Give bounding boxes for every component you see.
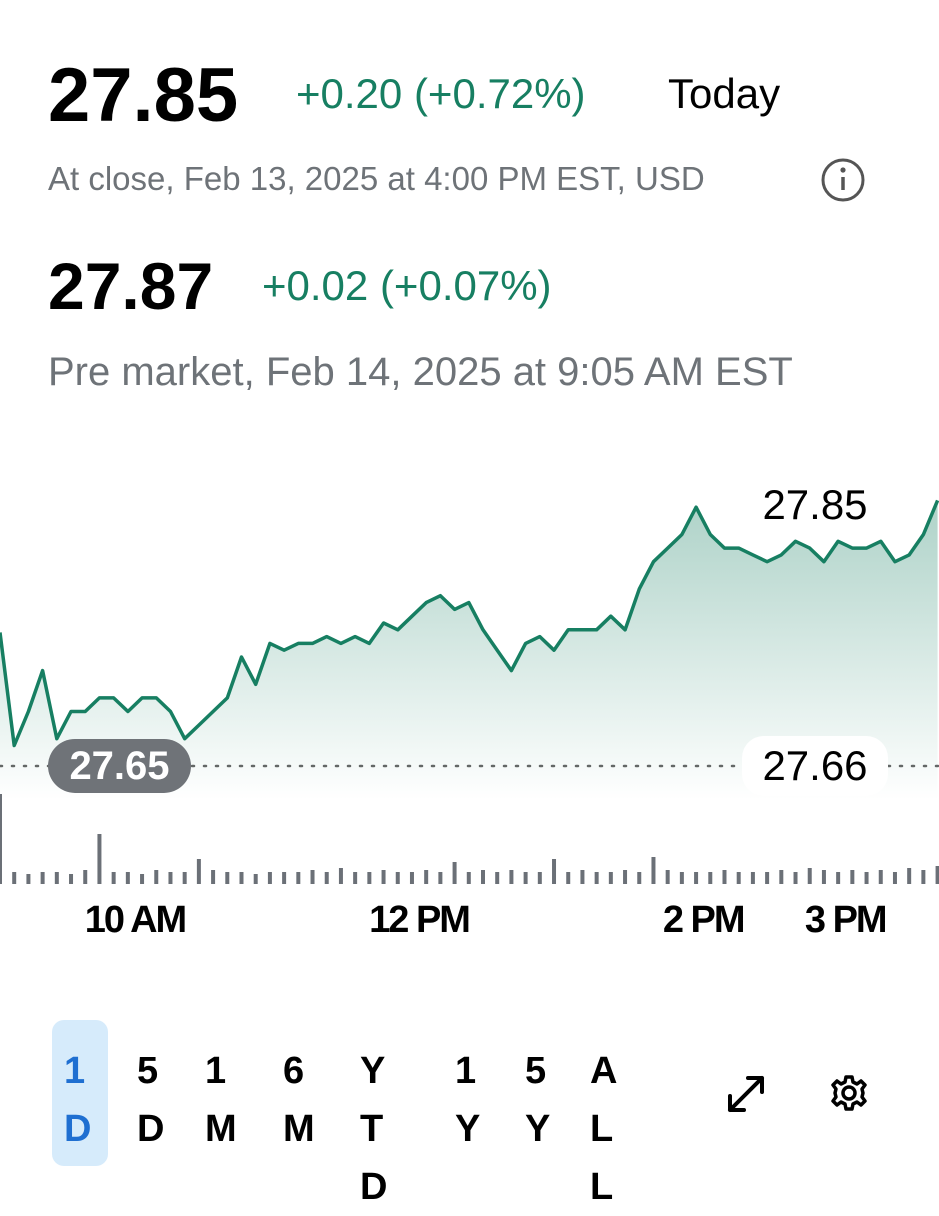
range-option[interactable]: ALL [590,1050,618,1208]
volume-bar [736,872,741,884]
x-tick-label: 2 PM [663,899,744,941]
volume-bar [694,872,699,884]
x-tick-label: 12 PM [369,899,469,941]
volume-bar [594,872,599,884]
volume-bar [836,872,841,884]
range-option[interactable]: 1Y [455,1050,481,1150]
volume-bar [211,870,216,884]
x-tick-label: 10 AM [85,899,186,941]
range-option[interactable]: 5D [137,1050,165,1150]
volume-bar [296,872,301,884]
volume-bar [608,872,613,884]
previous-close-label-bg [742,735,888,796]
x-tick-label: 3 PM [805,899,886,941]
low-label-bg [48,738,191,793]
volume-bar [523,872,528,884]
volume-bar [651,857,656,884]
volume-bar [679,872,684,884]
volume-bar [196,859,201,884]
volume-bar [864,872,869,884]
volume-bar [921,870,926,884]
volume-bar [409,872,414,884]
volume-bar [239,872,244,884]
volume-bar [140,874,145,884]
volume-bar [367,872,372,884]
volume-bar [907,868,912,884]
volume-bar [537,872,542,884]
range-option[interactable]: 1M [205,1050,237,1150]
range-option[interactable]: 5Y [525,1050,551,1150]
volume-bar [310,870,315,884]
pre-market-price: 27.87 [48,249,214,323]
volume-bar [821,870,826,884]
volume-bar [793,872,798,884]
pre-market-change: +0.02 (+0.07%) [262,262,552,309]
volume-bar [438,872,443,884]
volume-bar [12,872,17,884]
volume-bar [424,870,429,884]
volume-bar [253,874,258,884]
volume-bar [552,859,557,884]
volume-bar [26,874,31,884]
volume-bar [722,870,727,884]
volume-bar [708,872,713,884]
volume-bar [480,870,485,884]
volume-bar [637,872,642,884]
volume-bar [395,872,400,884]
high-label: 27.85 [762,481,867,528]
volume-bar [495,872,500,884]
close-status: At close, Feb 13, 2025 at 4:00 PM EST, U… [48,160,705,197]
previous-close-label: 27.66 [762,742,867,789]
pre-market-status: Pre market, Feb 14, 2025 at 9:05 AM EST [48,350,793,394]
volume-bar [623,870,628,884]
low-label: 27.65 [69,744,169,788]
volume-bar [69,874,74,884]
volume-bar [125,872,130,884]
volume-bar [168,872,173,884]
volume-bar [353,872,358,884]
range-option[interactable]: 6M [283,1050,315,1150]
settings-icon[interactable] [826,1070,872,1116]
volume-bar [765,872,770,884]
period: Today [668,70,781,117]
volume-bar [54,872,59,884]
expand-icon[interactable] [722,1070,770,1118]
area-fill [0,500,938,800]
volume-bar [935,866,939,884]
volume-bar [154,870,159,884]
volume-bar [878,870,883,884]
volume-bar [850,870,855,884]
volume-bar [338,868,343,884]
volume-bar [83,870,88,884]
volume-bar [225,872,230,884]
volume-bar [566,872,571,884]
volume-bar [665,870,670,884]
volume-bar [807,868,812,884]
volume-bar [267,872,272,884]
volume-bar [97,834,102,884]
volume-bar [40,872,45,884]
range-option[interactable]: 1D [52,1020,108,1166]
volume-bar [452,862,457,884]
price: 27.85 [48,53,239,138]
volume-bar [580,870,585,884]
volume-bar [466,872,471,884]
price-change: +0.20 (+0.72%) [296,70,586,117]
volume-bar [282,872,287,884]
volume-bar [111,872,116,884]
price-line [0,499,939,748]
volume-bar [381,870,386,884]
range-option[interactable]: YTD [360,1050,388,1208]
price-chart: 10 AM 12 PM 2 PM 3 PM 27.85 27.66 27.65 [0,481,939,941]
volume-bar [324,872,329,884]
volume-bar [779,870,784,884]
volume-bar [182,872,187,884]
volume-bar [0,794,2,884]
volume-bar [750,872,755,884]
volume-bar [509,870,514,884]
volume-bar [892,872,897,884]
info-icon[interactable] [818,155,868,205]
